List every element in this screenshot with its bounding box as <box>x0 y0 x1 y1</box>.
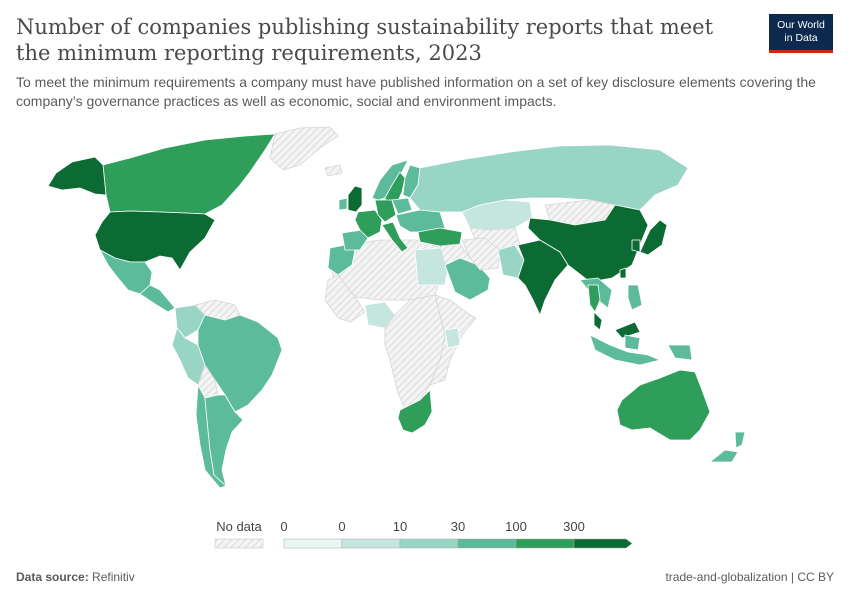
country-layer: CanadaAlaska (United States) Greenland Uni… <box>47 126 746 489</box>
region-united-states[interactable]: United States <box>94 210 216 271</box>
region-united-kingdom[interactable]: United Kingdom <box>347 185 363 213</box>
region-iceland[interactable]: Iceland <box>324 164 343 177</box>
region-poland[interactable]: Poland <box>391 197 413 215</box>
region-papua-new-guinea[interactable]: Papua New Guinea <box>667 344 693 361</box>
legend-no-data-swatch[interactable] <box>214 538 264 549</box>
region-greenland[interactable]: Greenland <box>269 126 339 171</box>
region-norway[interactable]: Norway <box>371 159 409 201</box>
owid-logo[interactable]: Our World in Data <box>769 14 833 53</box>
legend-no-data-label: No data <box>216 519 262 534</box>
region-brazil[interactable]: Brazil <box>197 314 283 413</box>
region-south-africa[interactable]: South Africa <box>397 389 433 434</box>
region-ireland[interactable]: Ireland <box>338 197 348 211</box>
legend-bin-label: 30 <box>451 519 465 534</box>
legend-bin-swatch[interactable] <box>283 538 343 549</box>
legend-bin-label: 0 <box>338 519 345 534</box>
chart-subtitle: To meet the minimum requirements a compa… <box>16 74 816 109</box>
legend-bin-swatch[interactable] <box>399 538 459 549</box>
region-west-africa[interactable]: West Africa <box>324 274 366 323</box>
legend-bin-swatch[interactable] <box>457 538 517 549</box>
legend-bin-swatch[interactable] <box>573 538 633 549</box>
region-south-korea[interactable]: South Korea <box>631 239 641 253</box>
data-source-label: Data source: <box>16 570 89 584</box>
legend-bin-swatch[interactable] <box>515 538 575 549</box>
footer-credit[interactable]: trade-and-globalization | CC BY <box>665 570 834 584</box>
region-argentina[interactable]: Argentina <box>204 394 244 487</box>
region-central-africa[interactable]: Central Africa <box>384 294 446 411</box>
region-turkey[interactable]: Turkey <box>417 227 463 247</box>
legend-bin-swatch[interactable] <box>341 538 401 549</box>
region-iran[interactable]: Iran <box>461 237 501 271</box>
region-taiwan[interactable]: Taiwan <box>619 267 627 279</box>
legend-bin-label: 10 <box>393 519 407 534</box>
region-new-zealand[interactable]: New Zealand <box>709 431 746 463</box>
legend-bin-label: 0 <box>280 519 287 534</box>
data-source: Data source: Refinitiv <box>16 570 135 584</box>
region-russia[interactable]: Russia <box>409 144 689 213</box>
region-france[interactable]: France <box>354 209 383 239</box>
region-italy[interactable]: Italy <box>381 221 409 253</box>
region-iberia[interactable]: Iberia <box>341 229 369 251</box>
region-indonesia[interactable]: Indonesia <box>589 334 661 366</box>
region-china[interactable]: China <box>527 204 649 283</box>
map-legend: No data 0 0 10 30 100 300 <box>214 519 633 549</box>
chart-title: Number of companies publishing sustainab… <box>16 15 714 65</box>
legend-bin-label: 100 <box>505 519 527 534</box>
region-germany[interactable]: Germany <box>374 199 397 223</box>
logo-line-2: in Data <box>784 32 818 44</box>
region-thailand[interactable]: Thailand <box>587 284 601 313</box>
region-central-america[interactable]: Central America <box>139 284 176 313</box>
region-canada[interactable]: Canada <box>102 133 276 215</box>
region-malaysia[interactable]: Malaysia <box>593 311 641 339</box>
legend-bin-label: 300 <box>563 519 585 534</box>
logo-line-1: Our World <box>777 19 825 31</box>
data-source-value[interactable]: Refinitiv <box>92 570 135 584</box>
region-alaska-united-states[interactable]: Alaska (United States) <box>47 156 107 196</box>
region-philippines[interactable]: Philippines <box>627 284 643 311</box>
region-egypt[interactable]: Egypt <box>414 247 449 286</box>
region-kenya[interactable]: Kenya <box>444 327 461 349</box>
region-australia[interactable]: Australia <box>616 369 711 441</box>
world-map: CanadaAlaska (United States) Greenland Uni… <box>47 126 746 549</box>
